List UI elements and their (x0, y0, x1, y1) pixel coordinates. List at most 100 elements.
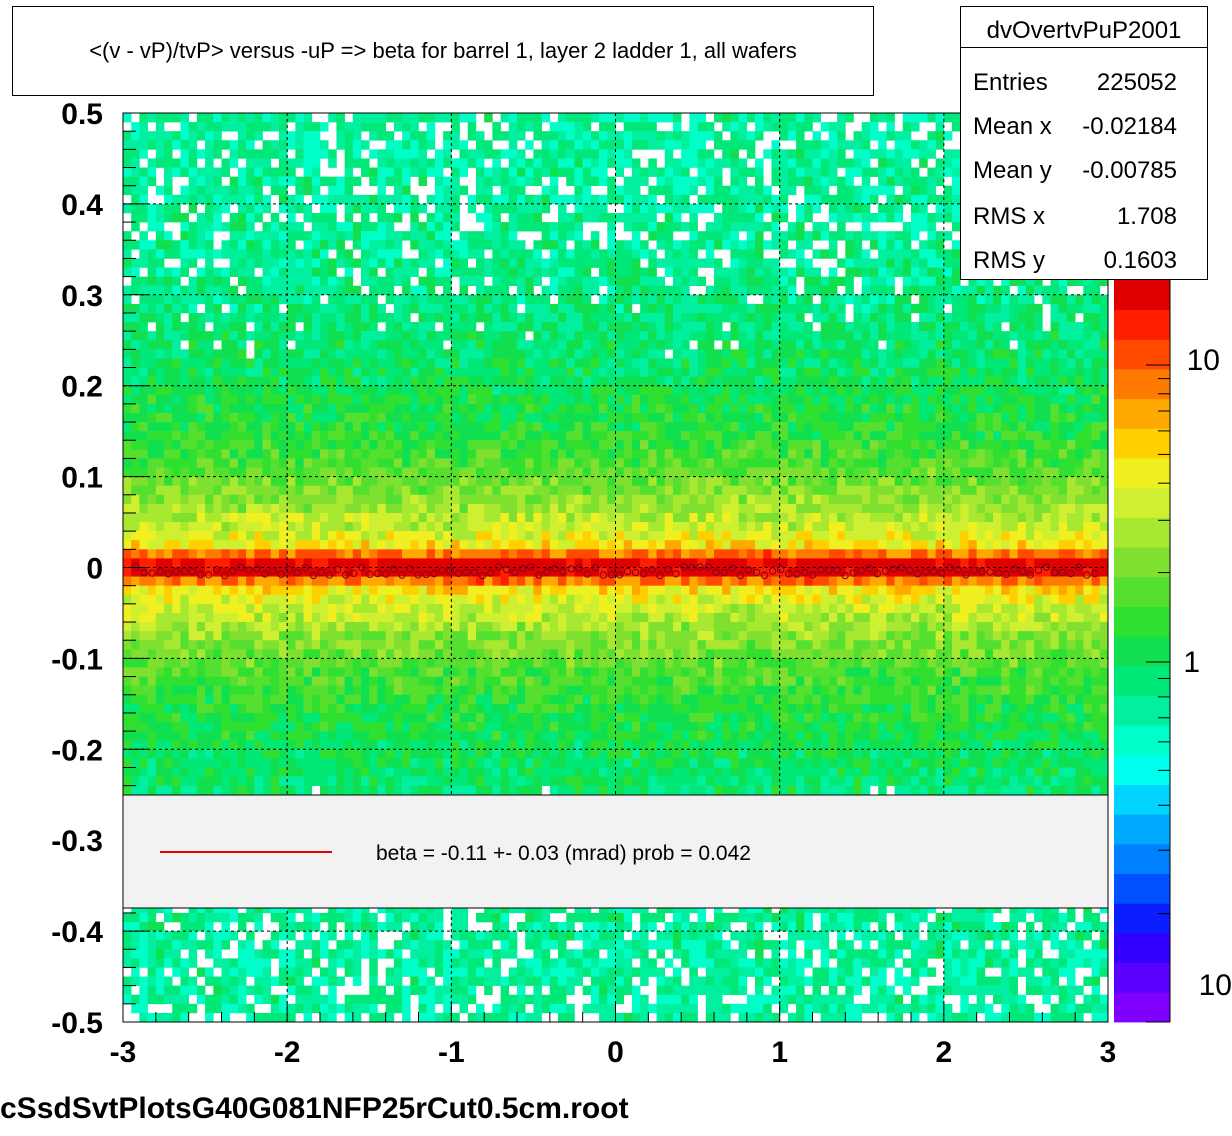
heatmap-cell (566, 212, 575, 223)
heatmap-cell (336, 122, 345, 132)
heatmap-cell (820, 503, 830, 514)
heatmap-cell (1083, 294, 1092, 305)
heatmap-cell (804, 422, 813, 432)
heatmap-cell (615, 131, 625, 141)
heatmap-cell (943, 412, 953, 423)
heatmap-cell (984, 467, 994, 477)
heatmap-cell (500, 240, 510, 250)
heatmap-cell (804, 267, 813, 277)
heatmap-cell (1091, 340, 1101, 350)
heatmap-cell (771, 403, 780, 414)
heatmap-cell (664, 303, 674, 314)
heatmap-cell (229, 212, 239, 223)
heatmap-cell (984, 340, 994, 350)
heatmap-cell (631, 412, 641, 423)
heatmap-cell (853, 294, 863, 305)
heatmap-cell (689, 294, 698, 305)
heatmap-cell (451, 349, 460, 359)
heatmap-cell (976, 285, 986, 296)
heatmap-cell (385, 412, 395, 423)
heatmap-cell (952, 440, 961, 450)
heatmap-cell (246, 240, 255, 250)
heatmap-cell (763, 240, 772, 250)
heatmap-cell (254, 285, 263, 296)
heatmap-cell (640, 203, 649, 214)
heatmap-cell (237, 440, 247, 450)
heatmap-cell (237, 367, 247, 377)
heatmap-cell (730, 476, 739, 486)
heatmap-cell (664, 212, 674, 223)
heatmap-cell (131, 403, 140, 414)
heatmap-cell (320, 485, 329, 496)
heatmap-cell (196, 312, 206, 323)
heatmap-cell (311, 322, 321, 332)
heatmap-cell (451, 340, 460, 350)
heatmap-cell (738, 503, 748, 514)
heatmap-cell (377, 467, 386, 477)
heatmap-cell (467, 522, 477, 532)
heatmap-cell (123, 113, 132, 123)
heatmap-cell (1001, 376, 1010, 386)
heatmap-cell (237, 412, 247, 423)
heatmap-cell (418, 167, 428, 177)
heatmap-cell (689, 358, 698, 368)
heatmap-cell (320, 349, 329, 359)
heatmap-cell (590, 385, 600, 396)
heatmap-cell (976, 503, 986, 514)
heatmap-cell (328, 458, 337, 468)
heatmap-cell (172, 167, 181, 177)
heatmap-cell (911, 394, 920, 405)
heatmap-cell (467, 440, 477, 450)
heatmap-cell (164, 267, 173, 277)
heatmap-cell (393, 385, 403, 396)
heatmap-cell (1050, 394, 1060, 405)
heatmap-cell (1042, 358, 1051, 368)
heatmap-cell (878, 449, 887, 459)
heatmap-cell (377, 312, 386, 323)
heatmap-cell (172, 131, 181, 141)
heatmap-cell (393, 231, 403, 241)
heatmap-cell (131, 167, 140, 177)
heatmap-cell (533, 312, 542, 323)
heatmap-cell (525, 222, 534, 232)
heatmap-cell (123, 340, 132, 350)
heatmap-cell (656, 458, 666, 468)
heatmap-cell (574, 449, 583, 459)
heatmap-cell (664, 394, 674, 405)
heatmap-cell (139, 476, 148, 486)
heatmap-cell (459, 412, 469, 423)
heatmap-cell (451, 176, 460, 187)
heatmap-cell (755, 240, 764, 250)
heatmap-cell (164, 476, 173, 486)
heatmap-cell (393, 394, 403, 405)
heatmap-cell (935, 285, 945, 296)
heatmap-cell (1001, 331, 1010, 341)
heatmap-cell (1091, 440, 1101, 450)
heatmap-cell (911, 276, 920, 287)
heatmap-cell (295, 303, 304, 314)
heatmap-cell (147, 440, 157, 450)
heatmap-cell (837, 349, 846, 359)
heatmap-cell (418, 340, 428, 350)
heatmap-cell (418, 303, 428, 314)
heatmap-cell (1099, 485, 1109, 496)
heatmap-cell (656, 485, 666, 496)
heatmap-cell (131, 431, 140, 441)
heatmap-cell (361, 194, 370, 205)
heatmap-cell (993, 494, 1002, 505)
heatmap-cell (361, 240, 370, 250)
heatmap-cell (262, 158, 272, 168)
heatmap-cell (278, 222, 288, 232)
heatmap-cell (664, 331, 674, 341)
heatmap-cell (1001, 367, 1010, 377)
heatmap-cell (952, 312, 961, 323)
heatmap-cell (804, 340, 813, 350)
heatmap-cell (845, 231, 854, 241)
heatmap-cell (1042, 394, 1051, 405)
heatmap-cell (558, 267, 567, 277)
heatmap-cell (911, 358, 920, 368)
heatmap-cell (549, 431, 559, 441)
heatmap-cell (475, 294, 485, 305)
heatmap-cell (336, 249, 345, 259)
heatmap-cell (697, 512, 707, 523)
